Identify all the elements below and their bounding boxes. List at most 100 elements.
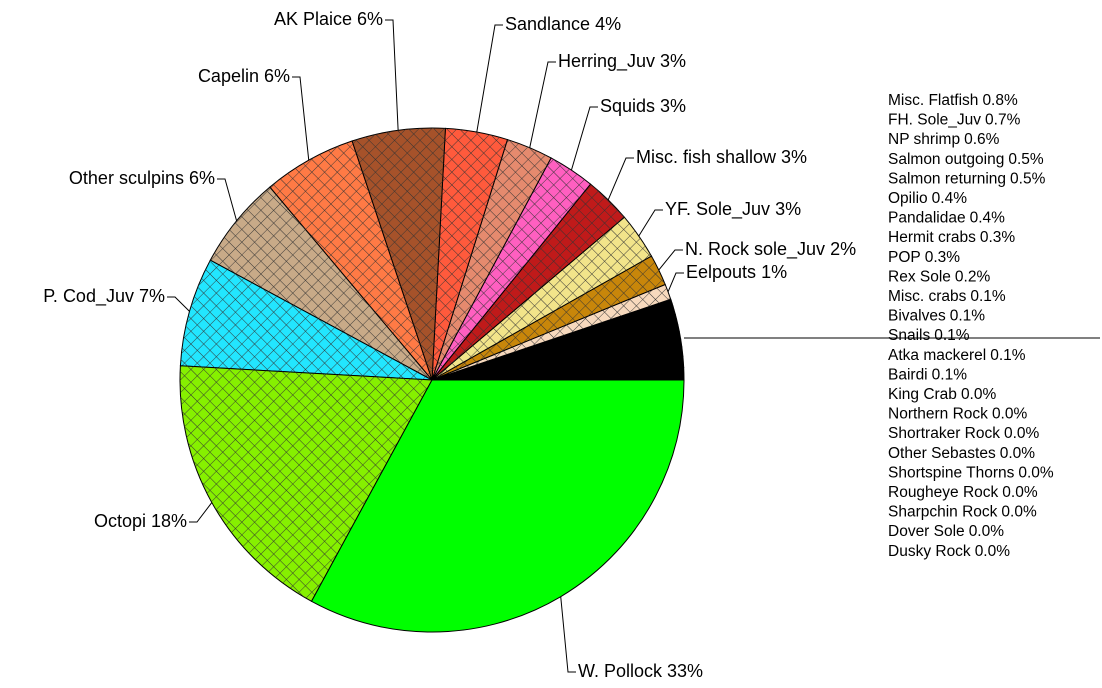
value-label: 33% bbox=[667, 661, 703, 681]
category-label: Misc. Flatfish bbox=[888, 92, 978, 109]
value-label: 0.0% bbox=[961, 386, 997, 403]
other-label: Rex Sole 0.2% bbox=[888, 268, 990, 285]
value-label: 6% bbox=[189, 168, 215, 188]
category-label: Herring_Juv bbox=[558, 51, 655, 72]
leader-line bbox=[667, 272, 684, 293]
slice-label: Herring_Juv 3% bbox=[558, 51, 686, 72]
other-label: Shortspine Thorns 0.0% bbox=[888, 464, 1054, 481]
category-label: Other Sebastes bbox=[888, 445, 996, 462]
leader-line bbox=[292, 76, 310, 161]
leader-line bbox=[638, 209, 663, 237]
category-label: FH. Sole_Juv bbox=[888, 112, 981, 129]
leader-line bbox=[658, 249, 683, 271]
other-label: Opilio 0.4% bbox=[888, 190, 967, 207]
value-label: 0.2% bbox=[955, 268, 991, 285]
category-label: AK Plaice bbox=[274, 9, 352, 29]
category-label: Sharpchin Rock bbox=[888, 504, 998, 521]
other-label: King Crab 0.0% bbox=[888, 386, 996, 403]
other-label: Bairdi 0.1% bbox=[888, 366, 967, 383]
value-label: 0.1% bbox=[932, 366, 968, 383]
category-label: Bairdi bbox=[888, 366, 928, 383]
other-label: Salmon returning 0.5% bbox=[888, 170, 1046, 187]
other-label: Misc. crabs 0.1% bbox=[888, 288, 1006, 305]
slice-label: Squids 3% bbox=[600, 96, 686, 116]
value-label: 3% bbox=[781, 147, 807, 167]
category-label: Rougheye Rock bbox=[888, 484, 999, 501]
value-label: 0.1% bbox=[970, 288, 1006, 305]
value-label: 0.5% bbox=[1010, 170, 1046, 187]
hatch bbox=[352, 128, 446, 380]
value-label: 7% bbox=[139, 286, 165, 306]
value-label: 3% bbox=[660, 51, 686, 71]
value-label: 0.3% bbox=[925, 249, 961, 266]
category-label: YF. Sole_Juv bbox=[665, 199, 770, 220]
leader-line bbox=[167, 296, 190, 312]
hatch bbox=[432, 139, 552, 380]
slice-label: Misc. fish shallow 3% bbox=[636, 147, 807, 167]
category-label: Pandalidae bbox=[888, 210, 966, 227]
hatch bbox=[210, 187, 432, 380]
leader-line bbox=[570, 106, 598, 171]
hatch bbox=[432, 157, 591, 380]
other-label: Rougheye Rock 0.0% bbox=[888, 484, 1038, 501]
leader-line bbox=[560, 596, 576, 673]
other-label: Salmon outgoing 0.5% bbox=[888, 151, 1044, 168]
value-label: 3% bbox=[775, 199, 801, 219]
leader-line bbox=[189, 502, 213, 523]
category-label: Other sculpins bbox=[69, 168, 184, 188]
value-label: 3% bbox=[660, 96, 686, 116]
leader-line bbox=[476, 24, 503, 133]
value-label: 0.0% bbox=[992, 406, 1028, 423]
value-label: 0.6% bbox=[964, 131, 1000, 148]
category-label: Salmon returning bbox=[888, 170, 1006, 187]
slice-label: Octopi 18% bbox=[94, 511, 187, 531]
category-label: Misc. crabs bbox=[888, 288, 967, 305]
slice-label: Sandlance 4% bbox=[505, 14, 621, 34]
other-label: POP 0.3% bbox=[888, 249, 960, 266]
value-label: 0.1% bbox=[950, 308, 986, 325]
hatch bbox=[432, 256, 666, 380]
other-label: Other Sebastes 0.0% bbox=[888, 445, 1035, 462]
hatch bbox=[269, 141, 432, 380]
hatch bbox=[180, 260, 432, 380]
category-label: W. Pollock bbox=[578, 661, 663, 681]
value-label: 0.7% bbox=[985, 112, 1021, 129]
other-label: Pandalidae 0.4% bbox=[888, 210, 1005, 227]
slice-label: N. Rock sole_Juv 2% bbox=[685, 239, 856, 260]
category-label: Octopi bbox=[94, 511, 146, 531]
category-label: Hermit crabs bbox=[888, 229, 976, 246]
category-label: King Crab bbox=[888, 386, 957, 403]
category-label: Sandlance bbox=[505, 14, 590, 34]
value-label: 0.0% bbox=[1004, 425, 1040, 442]
hatch bbox=[432, 128, 508, 380]
category-label: Shortspine Thorns bbox=[888, 464, 1015, 481]
value-label: 0.0% bbox=[1002, 484, 1038, 501]
hatch bbox=[432, 217, 652, 380]
other-label: Shortraker Rock 0.0% bbox=[888, 425, 1040, 442]
slice-label: AK Plaice 6% bbox=[274, 9, 383, 29]
other-label: Atka mackerel 0.1% bbox=[888, 347, 1026, 364]
other-label: Sharpchin Rock 0.0% bbox=[888, 504, 1037, 521]
value-label: 0.8% bbox=[982, 92, 1018, 109]
value-label: 4% bbox=[595, 14, 621, 34]
slice-label: Capelin 6% bbox=[198, 66, 290, 86]
category-label: Opilio bbox=[888, 190, 928, 207]
value-label: 2% bbox=[830, 239, 856, 259]
category-label: Dusky Rock bbox=[888, 543, 971, 560]
other-label: FH. Sole_Juv 0.7% bbox=[888, 112, 1021, 129]
value-label: 6% bbox=[357, 9, 383, 29]
other-label: NP shrimp 0.6% bbox=[888, 131, 1000, 148]
category-label: NP shrimp bbox=[888, 131, 960, 148]
hatch bbox=[432, 284, 671, 380]
category-label: POP bbox=[888, 249, 921, 266]
value-label: 0.4% bbox=[970, 210, 1006, 227]
slice-label: YF. Sole_Juv 3% bbox=[665, 199, 801, 220]
hatch bbox=[180, 365, 432, 602]
other-label: Snails 0.1% bbox=[888, 327, 970, 344]
value-label: 0.0% bbox=[1000, 445, 1036, 462]
value-label: 0.3% bbox=[980, 229, 1016, 246]
other-label: Dusky Rock 0.0% bbox=[888, 543, 1010, 560]
leader-line bbox=[529, 61, 556, 148]
value-label: 0.4% bbox=[932, 190, 968, 207]
